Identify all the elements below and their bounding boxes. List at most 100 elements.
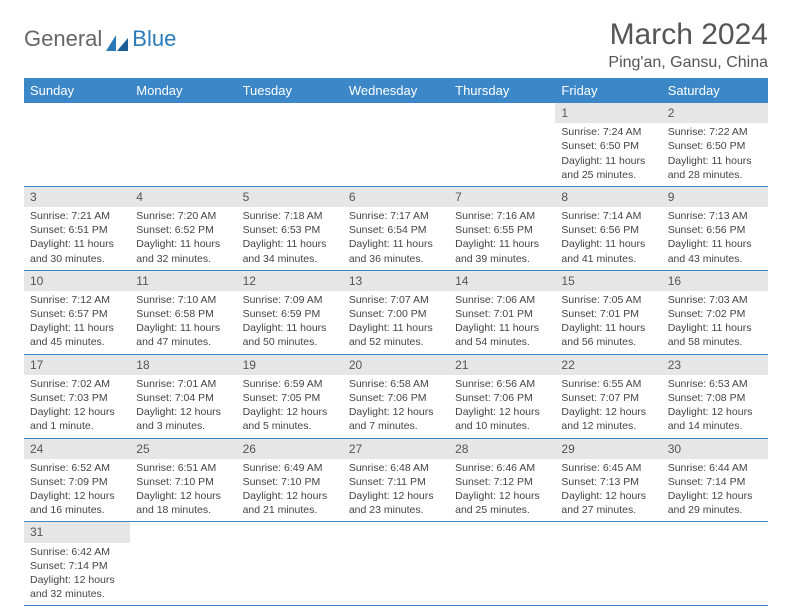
sunrise-text: Sunrise: 7:18 AM (243, 209, 337, 223)
day-body: Sunrise: 7:06 AMSunset: 7:01 PMDaylight:… (449, 291, 555, 354)
day-number: 25 (130, 439, 236, 459)
day-body: Sunrise: 6:55 AMSunset: 7:07 PMDaylight:… (555, 375, 661, 438)
day-number: 15 (555, 271, 661, 291)
day-number: 10 (24, 271, 130, 291)
sunset-text: Sunset: 7:14 PM (668, 475, 762, 489)
day-body: Sunrise: 6:52 AMSunset: 7:09 PMDaylight:… (24, 459, 130, 522)
daylight-text: Daylight: 11 hours and 52 minutes. (349, 321, 443, 349)
day-body: Sunrise: 6:49 AMSunset: 7:10 PMDaylight:… (237, 459, 343, 522)
daylight-text: Daylight: 12 hours and 3 minutes. (136, 405, 230, 433)
sunrise-text: Sunrise: 6:46 AM (455, 461, 549, 475)
sunset-text: Sunset: 6:58 PM (136, 307, 230, 321)
day-body: Sunrise: 7:22 AMSunset: 6:50 PMDaylight:… (662, 123, 768, 186)
calendar-week-row: 10Sunrise: 7:12 AMSunset: 6:57 PMDayligh… (24, 270, 768, 354)
calendar-cell (24, 103, 130, 186)
day-number: 28 (449, 439, 555, 459)
day-body: Sunrise: 6:53 AMSunset: 7:08 PMDaylight:… (662, 375, 768, 438)
sunrise-text: Sunrise: 7:13 AM (668, 209, 762, 223)
calendar-cell (343, 522, 449, 606)
daylight-text: Daylight: 11 hours and 28 minutes. (668, 154, 762, 182)
day-body: Sunrise: 7:20 AMSunset: 6:52 PMDaylight:… (130, 207, 236, 270)
sunrise-text: Sunrise: 7:12 AM (30, 293, 124, 307)
sunrise-text: Sunrise: 7:24 AM (561, 125, 655, 139)
day-body: Sunrise: 6:56 AMSunset: 7:06 PMDaylight:… (449, 375, 555, 438)
daylight-text: Daylight: 12 hours and 21 minutes. (243, 489, 337, 517)
calendar-cell: 9Sunrise: 7:13 AMSunset: 6:56 PMDaylight… (662, 186, 768, 270)
calendar-week-row: 31Sunrise: 6:42 AMSunset: 7:14 PMDayligh… (24, 522, 768, 606)
sunrise-text: Sunrise: 6:44 AM (668, 461, 762, 475)
sunset-text: Sunset: 6:56 PM (668, 223, 762, 237)
calendar-cell (662, 522, 768, 606)
daylight-text: Daylight: 12 hours and 10 minutes. (455, 405, 549, 433)
calendar-cell: 22Sunrise: 6:55 AMSunset: 7:07 PMDayligh… (555, 354, 661, 438)
title-block: March 2024 Ping'an, Gansu, China (608, 18, 768, 72)
day-body: Sunrise: 7:24 AMSunset: 6:50 PMDaylight:… (555, 123, 661, 186)
calendar-cell: 18Sunrise: 7:01 AMSunset: 7:04 PMDayligh… (130, 354, 236, 438)
day-body: Sunrise: 6:51 AMSunset: 7:10 PMDaylight:… (130, 459, 236, 522)
sunset-text: Sunset: 7:14 PM (30, 559, 124, 573)
sunset-text: Sunset: 7:00 PM (349, 307, 443, 321)
calendar-cell: 1Sunrise: 7:24 AMSunset: 6:50 PMDaylight… (555, 103, 661, 186)
calendar-cell: 16Sunrise: 7:03 AMSunset: 7:02 PMDayligh… (662, 270, 768, 354)
day-number: 19 (237, 355, 343, 375)
sunset-text: Sunset: 7:12 PM (455, 475, 549, 489)
day-header: Tuesday (237, 78, 343, 103)
calendar-cell: 28Sunrise: 6:46 AMSunset: 7:12 PMDayligh… (449, 438, 555, 522)
day-body: Sunrise: 6:59 AMSunset: 7:05 PMDaylight:… (237, 375, 343, 438)
sunrise-text: Sunrise: 6:51 AM (136, 461, 230, 475)
daylight-text: Daylight: 12 hours and 23 minutes. (349, 489, 443, 517)
calendar-cell (555, 522, 661, 606)
daylight-text: Daylight: 12 hours and 1 minute. (30, 405, 124, 433)
day-number: 31 (24, 522, 130, 542)
day-number: 18 (130, 355, 236, 375)
calendar-week-row: 3Sunrise: 7:21 AMSunset: 6:51 PMDaylight… (24, 186, 768, 270)
day-body: Sunrise: 7:01 AMSunset: 7:04 PMDaylight:… (130, 375, 236, 438)
day-header: Thursday (449, 78, 555, 103)
calendar-cell (130, 103, 236, 186)
day-number: 20 (343, 355, 449, 375)
calendar-week-row: 17Sunrise: 7:02 AMSunset: 7:03 PMDayligh… (24, 354, 768, 438)
calendar-cell: 31Sunrise: 6:42 AMSunset: 7:14 PMDayligh… (24, 522, 130, 606)
day-body: Sunrise: 6:45 AMSunset: 7:13 PMDaylight:… (555, 459, 661, 522)
calendar-cell: 25Sunrise: 6:51 AMSunset: 7:10 PMDayligh… (130, 438, 236, 522)
day-number: 27 (343, 439, 449, 459)
daylight-text: Daylight: 12 hours and 14 minutes. (668, 405, 762, 433)
day-number: 6 (343, 187, 449, 207)
sunrise-text: Sunrise: 7:20 AM (136, 209, 230, 223)
sunrise-text: Sunrise: 7:07 AM (349, 293, 443, 307)
day-number: 2 (662, 103, 768, 123)
sunset-text: Sunset: 6:59 PM (243, 307, 337, 321)
sunset-text: Sunset: 7:06 PM (349, 391, 443, 405)
day-body: Sunrise: 7:02 AMSunset: 7:03 PMDaylight:… (24, 375, 130, 438)
sunrise-text: Sunrise: 6:56 AM (455, 377, 549, 391)
daylight-text: Daylight: 11 hours and 34 minutes. (243, 237, 337, 265)
sunrise-text: Sunrise: 6:55 AM (561, 377, 655, 391)
brand-part1: General (24, 26, 102, 52)
calendar-cell: 4Sunrise: 7:20 AMSunset: 6:52 PMDaylight… (130, 186, 236, 270)
sunrise-text: Sunrise: 7:21 AM (30, 209, 124, 223)
daylight-text: Daylight: 11 hours and 32 minutes. (136, 237, 230, 265)
sunrise-text: Sunrise: 6:59 AM (243, 377, 337, 391)
day-body: Sunrise: 6:44 AMSunset: 7:14 PMDaylight:… (662, 459, 768, 522)
day-body: Sunrise: 6:58 AMSunset: 7:06 PMDaylight:… (343, 375, 449, 438)
calendar-cell (449, 522, 555, 606)
day-body: Sunrise: 7:14 AMSunset: 6:56 PMDaylight:… (555, 207, 661, 270)
sunset-text: Sunset: 7:02 PM (668, 307, 762, 321)
day-number: 11 (130, 271, 236, 291)
daylight-text: Daylight: 12 hours and 5 minutes. (243, 405, 337, 433)
calendar-cell: 29Sunrise: 6:45 AMSunset: 7:13 PMDayligh… (555, 438, 661, 522)
day-header: Sunday (24, 78, 130, 103)
sunrise-text: Sunrise: 6:45 AM (561, 461, 655, 475)
sunset-text: Sunset: 7:05 PM (243, 391, 337, 405)
sunset-text: Sunset: 6:52 PM (136, 223, 230, 237)
calendar-cell: 7Sunrise: 7:16 AMSunset: 6:55 PMDaylight… (449, 186, 555, 270)
sunset-text: Sunset: 7:03 PM (30, 391, 124, 405)
daylight-text: Daylight: 12 hours and 18 minutes. (136, 489, 230, 517)
calendar-cell: 17Sunrise: 7:02 AMSunset: 7:03 PMDayligh… (24, 354, 130, 438)
daylight-text: Daylight: 11 hours and 47 minutes. (136, 321, 230, 349)
daylight-text: Daylight: 11 hours and 43 minutes. (668, 237, 762, 265)
calendar-cell: 2Sunrise: 7:22 AMSunset: 6:50 PMDaylight… (662, 103, 768, 186)
day-header: Wednesday (343, 78, 449, 103)
sunset-text: Sunset: 7:04 PM (136, 391, 230, 405)
sunset-text: Sunset: 7:13 PM (561, 475, 655, 489)
